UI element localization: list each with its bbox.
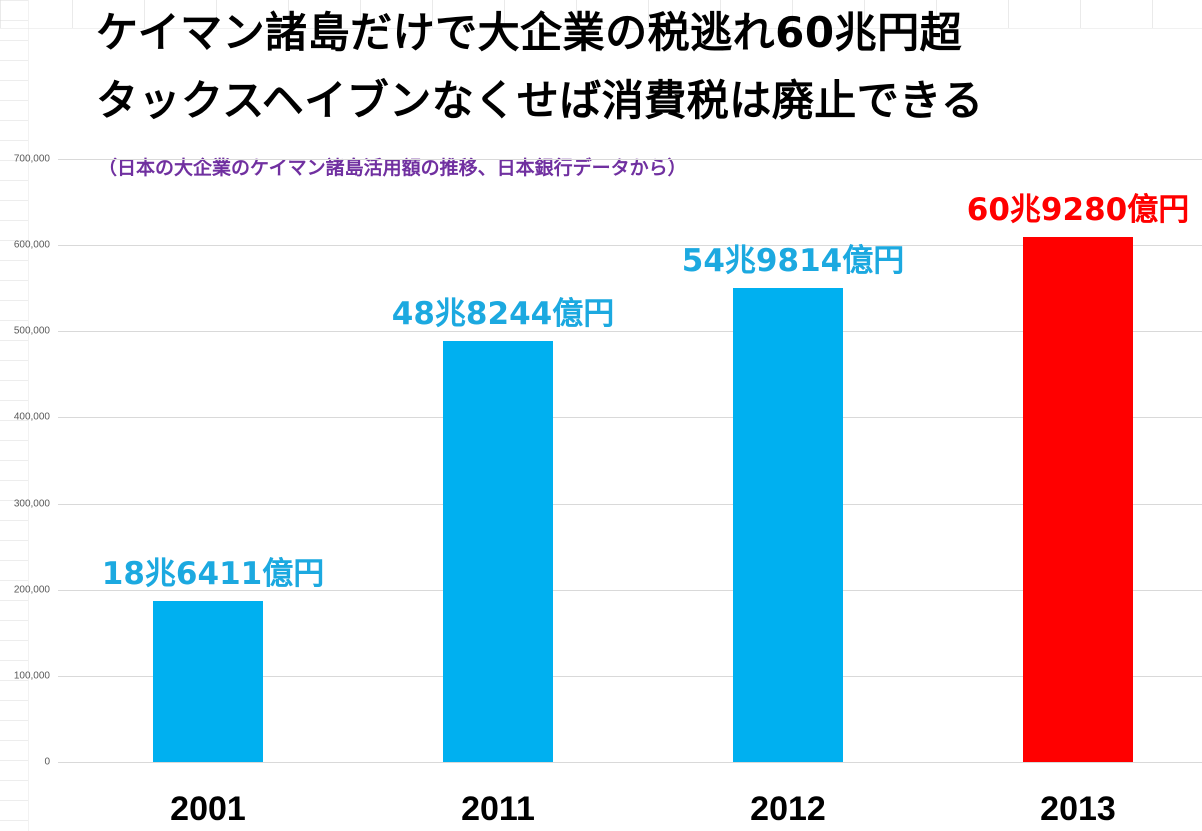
bar-2001	[153, 601, 263, 762]
gridline	[58, 245, 1202, 247]
y-tick-label: 500,000	[13, 325, 50, 337]
spreadsheet-column-header-strip	[0, 0, 1202, 29]
spreadsheet-row-header-strip	[0, 0, 29, 831]
data-label-2011: 48兆8244億円	[391, 296, 615, 333]
data-label-2013: 60兆9280億円	[966, 192, 1190, 229]
chart-subtitle: （日本の大企業のケイマン諸島活用額の推移、日本銀行データから）	[98, 157, 687, 179]
chart-title-line-2: タックスヘイブンなくせば消費税は廃止できる	[96, 76, 984, 125]
gridline	[58, 331, 1202, 333]
gridline	[58, 675, 1202, 677]
bar-2013	[1023, 237, 1133, 762]
data-label-2012: 54兆9814億円	[681, 243, 905, 280]
y-tick-label: 300,000	[13, 498, 50, 510]
y-tick-label: 200,000	[13, 584, 50, 596]
chart-title-line-1: ケイマン諸島だけで大企業の税逃れ60兆円超	[96, 8, 963, 57]
gridline	[58, 762, 1202, 763]
y-tick-label: 600,000	[13, 239, 50, 251]
bar-2011	[443, 341, 553, 762]
gridline	[58, 159, 1202, 160]
bar-2012	[733, 288, 843, 762]
y-tick-label: 0	[44, 756, 50, 768]
gridline	[58, 417, 1202, 419]
x-tick-label-2013: 2013	[1040, 790, 1116, 828]
y-tick-label: 100,000	[13, 670, 50, 682]
x-tick-label-2011: 2011	[461, 790, 535, 828]
data-label-2001: 18兆6411億円	[101, 556, 325, 593]
x-tick-label-2012: 2012	[750, 790, 826, 828]
y-tick-label: 400,000	[13, 411, 50, 423]
gridline	[58, 589, 1202, 591]
x-tick-label-2001: 2001	[170, 790, 246, 828]
gridline	[58, 503, 1202, 505]
y-tick-label: 700,000	[13, 153, 50, 165]
